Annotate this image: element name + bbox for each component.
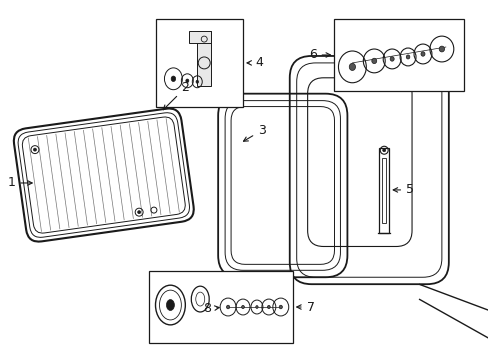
Ellipse shape bbox=[185, 79, 188, 82]
Ellipse shape bbox=[348, 63, 355, 71]
Ellipse shape bbox=[420, 52, 424, 56]
Circle shape bbox=[382, 149, 385, 152]
Ellipse shape bbox=[171, 76, 175, 81]
FancyBboxPatch shape bbox=[14, 108, 193, 242]
Text: 8: 8 bbox=[203, 302, 219, 315]
Text: 6: 6 bbox=[308, 49, 330, 62]
Bar bbox=[189, 31, 211, 43]
Text: 4: 4 bbox=[246, 57, 262, 69]
Bar bbox=[379, 148, 388, 233]
Bar bbox=[148, 271, 292, 343]
Bar bbox=[382, 158, 386, 223]
Text: 1: 1 bbox=[7, 176, 32, 189]
Circle shape bbox=[33, 148, 37, 151]
Ellipse shape bbox=[166, 300, 174, 310]
Ellipse shape bbox=[196, 80, 198, 83]
Ellipse shape bbox=[279, 305, 282, 309]
Ellipse shape bbox=[389, 57, 393, 61]
Ellipse shape bbox=[255, 306, 258, 309]
Ellipse shape bbox=[241, 305, 244, 309]
Bar bbox=[155, 19, 243, 107]
Text: 5: 5 bbox=[392, 184, 413, 197]
Bar bbox=[334, 19, 463, 91]
Ellipse shape bbox=[371, 58, 376, 64]
FancyBboxPatch shape bbox=[289, 56, 448, 284]
Ellipse shape bbox=[226, 305, 229, 309]
Ellipse shape bbox=[406, 55, 409, 59]
Text: 2: 2 bbox=[163, 81, 189, 110]
Ellipse shape bbox=[267, 305, 270, 309]
Circle shape bbox=[138, 211, 141, 213]
Text: 3: 3 bbox=[243, 124, 265, 141]
Bar bbox=[197, 31, 211, 86]
Text: 7: 7 bbox=[296, 301, 314, 314]
Ellipse shape bbox=[438, 46, 444, 52]
